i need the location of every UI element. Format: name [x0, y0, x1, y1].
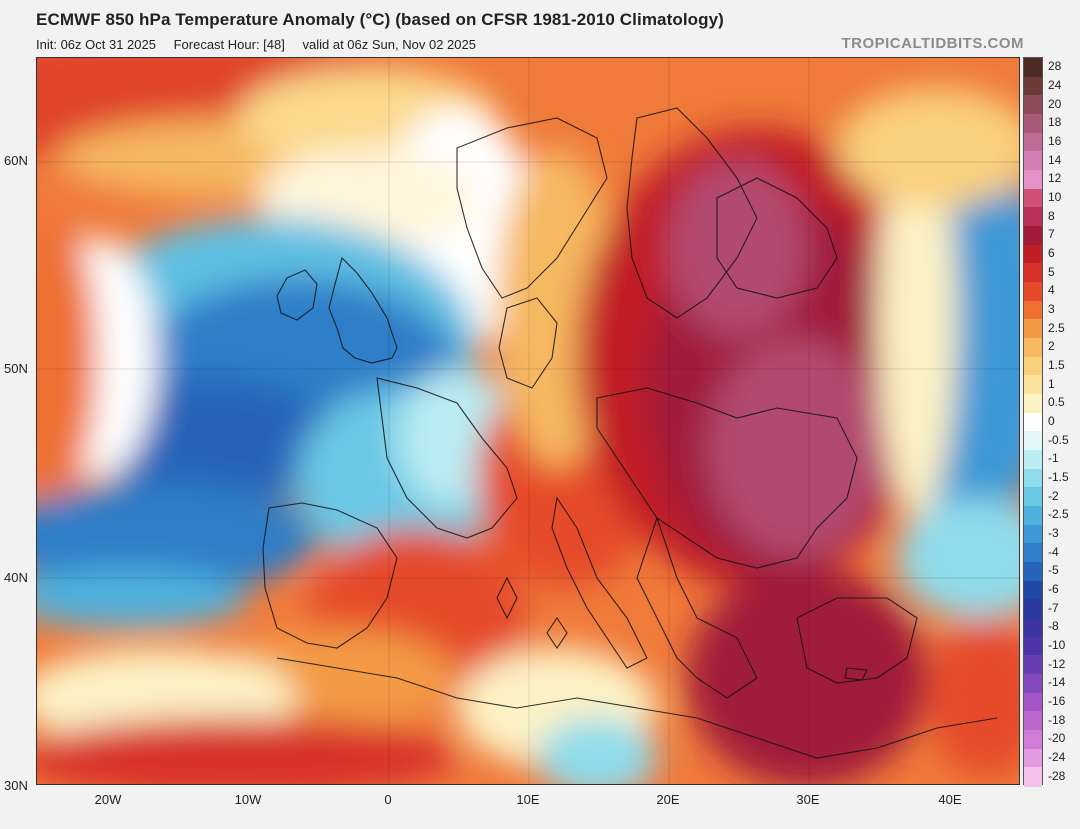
colorbar-swatch: [1024, 282, 1042, 302]
colorbar-label: -8: [1048, 619, 1059, 634]
colorbar-swatch: [1024, 524, 1042, 544]
lat-label-50n: 50N: [4, 361, 28, 376]
colorbar-label: -6: [1048, 582, 1059, 596]
colorbar-label: -24: [1048, 750, 1066, 764]
colorbar-label: 10: [1048, 190, 1062, 204]
lon-label-20e: 20E: [656, 792, 680, 807]
lon-label-10e: 10E: [516, 792, 540, 807]
colorbar-swatch: [1024, 114, 1042, 134]
colorbar-swatch: [1024, 580, 1042, 600]
colorbar-swatch: [1024, 207, 1042, 227]
colorbar-swatch: [1024, 226, 1042, 246]
brand-watermark: TROPICALTIDBITS.COM: [841, 35, 1024, 52]
colorbar-label: 28: [1048, 59, 1062, 74]
map-title: ECMWF 850 hPa Temperature Anomaly (°C) (…: [36, 10, 724, 29]
valid-time: valid at 06z Sun, Nov 02 2025: [302, 37, 476, 52]
colorbar-label: 1.5: [1048, 358, 1065, 372]
colorbar: [1023, 57, 1043, 787]
colorbar-label: -12: [1048, 656, 1066, 671]
colorbar-swatch: [1024, 748, 1042, 768]
colorbar-swatch: [1024, 95, 1042, 115]
colorbar-label: 3: [1048, 302, 1055, 316]
colorbar-label: -7: [1048, 600, 1059, 615]
colorbar-swatch: [1024, 711, 1042, 731]
colorbar-label: -28: [1048, 768, 1066, 783]
colorbar-label: 16: [1048, 134, 1062, 148]
colorbar-label: 5: [1048, 264, 1055, 279]
colorbar-swatch: [1024, 674, 1042, 694]
colorbar-swatch: [1024, 450, 1042, 470]
colorbar-swatch: [1024, 76, 1042, 96]
lat-label-60n: 60N: [4, 153, 28, 168]
colorbar-label: 18: [1048, 115, 1062, 130]
colorbar-label: -20: [1048, 731, 1066, 746]
init-time: Init: 06z Oct 31 2025: [36, 37, 156, 52]
colorbar-label: 2.5: [1048, 320, 1065, 335]
colorbar-label: -3: [1048, 526, 1059, 540]
colorbar-label: 6: [1048, 246, 1055, 260]
colorbar-swatch: [1024, 394, 1042, 414]
lat-label-30n: 30N: [4, 778, 28, 793]
lon-label-0: 0: [384, 792, 392, 807]
colorbar-label: -16: [1048, 694, 1066, 708]
forecast-hour: Forecast Hour: [48]: [173, 37, 285, 52]
colorbar-swatch: [1024, 599, 1042, 619]
colorbar-label: -5: [1048, 563, 1059, 578]
lon-label-30e: 30E: [796, 792, 820, 807]
colorbar-label: -1: [1048, 451, 1059, 466]
colorbar-label: 0: [1048, 414, 1055, 428]
lat-label-40n: 40N: [4, 570, 28, 585]
colorbar-swatch: [1024, 263, 1042, 283]
colorbar-swatch: [1024, 767, 1042, 787]
colorbar-swatch: [1024, 730, 1042, 750]
colorbar-label: 0.5: [1048, 395, 1065, 410]
colorbar-swatch: [1024, 562, 1042, 582]
map-subtitle: Init: 06z Oct 31 2025 Forecast Hour: [48…: [36, 37, 490, 52]
colorbar-label: -1.5: [1048, 470, 1069, 484]
colorbar-label: 24: [1048, 78, 1062, 92]
colorbar-swatch: [1024, 487, 1042, 507]
colorbar-swatch: [1024, 244, 1042, 264]
colorbar-label: 14: [1048, 152, 1062, 167]
colorbar-label: -18: [1048, 712, 1066, 727]
colorbar-swatch: [1024, 300, 1042, 320]
lon-label-40e: 40E: [938, 792, 962, 807]
colorbar-label: 7: [1048, 227, 1055, 242]
lon-label-10w: 10W: [234, 792, 262, 807]
colorbar-label: 4: [1048, 283, 1055, 298]
colorbar-label: -10: [1048, 638, 1066, 652]
colorbar-swatch: [1024, 151, 1042, 171]
colorbar-label: 12: [1048, 171, 1062, 186]
colorbar-swatch: [1024, 375, 1042, 395]
colorbar-swatch: [1024, 356, 1042, 376]
colorbar-swatch: [1024, 506, 1042, 526]
colorbar-swatch: [1024, 188, 1042, 208]
colorbar-swatch: [1024, 338, 1042, 358]
colorbar-label: -0.5: [1048, 432, 1069, 447]
colorbar-swatch: [1024, 170, 1042, 190]
colorbar-label: -14: [1048, 675, 1066, 690]
colorbar-label: 2: [1048, 339, 1055, 354]
colorbar-label: -2: [1048, 488, 1059, 503]
colorbar-swatch: [1024, 618, 1042, 638]
colorbar-swatch: [1024, 431, 1042, 451]
colorbar-label: 20: [1048, 96, 1062, 111]
anomaly-map: [36, 57, 1020, 785]
colorbar-swatch: [1024, 655, 1042, 675]
colorbar-swatch: [1024, 543, 1042, 563]
lon-label-20w: 20W: [94, 792, 122, 807]
colorbar-swatch: [1024, 636, 1042, 656]
colorbar-swatch: [1024, 58, 1042, 78]
colorbar-swatch: [1024, 468, 1042, 488]
colorbar-swatch: [1024, 412, 1042, 432]
colorbar-label: 8: [1048, 208, 1055, 223]
colorbar-label: -4: [1048, 544, 1059, 559]
colorbar-label: -2.5: [1048, 507, 1069, 522]
colorbar-swatch: [1024, 132, 1042, 152]
colorbar-swatch: [1024, 319, 1042, 339]
colorbar-label: 1: [1048, 376, 1055, 391]
colorbar-swatch: [1024, 692, 1042, 712]
